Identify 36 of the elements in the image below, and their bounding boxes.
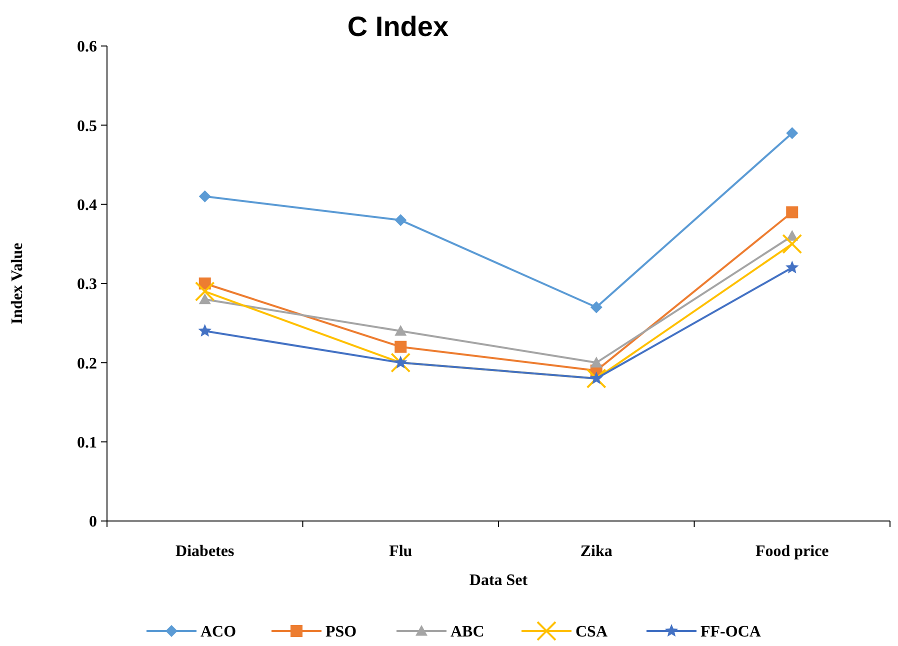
point (782, 234, 802, 254)
legend-label: CSA (576, 624, 608, 641)
y-tick-label: 0.3 (77, 276, 97, 294)
point (198, 190, 211, 202)
x-tick-label: Flu (389, 543, 412, 560)
point (390, 352, 411, 373)
point (785, 260, 799, 274)
chart-title: C Index (347, 11, 449, 42)
point (198, 293, 211, 304)
y-axis-title: Index Value (9, 242, 26, 324)
legend-label: PSO (326, 624, 357, 641)
point (590, 372, 604, 384)
y-tick-label: 0 (89, 514, 97, 531)
x-axis-title: Data Set (469, 572, 528, 589)
point (786, 206, 798, 218)
point (590, 356, 602, 368)
y-tick-label: 0.1 (77, 434, 97, 452)
point (586, 368, 606, 388)
y-tick-label: 0.5 (77, 118, 97, 135)
y-tick-label: 0.4 (77, 196, 97, 214)
x-tick-label: Food price (755, 543, 829, 560)
point (786, 127, 798, 140)
legend-label: ABC (450, 624, 484, 641)
legend-label: ACO (200, 624, 236, 641)
point (394, 340, 407, 353)
point (394, 356, 408, 368)
x-tick-label: Diabetes (176, 543, 234, 560)
point (198, 324, 212, 337)
y-tick-label: 0.6 (77, 38, 97, 56)
point (394, 214, 407, 226)
legend-label: FF-OCA (700, 624, 762, 641)
x-tick-label: Zika (580, 543, 612, 560)
point (194, 281, 215, 302)
point (394, 325, 407, 336)
y-tick-label: 0.2 (77, 355, 97, 372)
point (590, 301, 602, 314)
